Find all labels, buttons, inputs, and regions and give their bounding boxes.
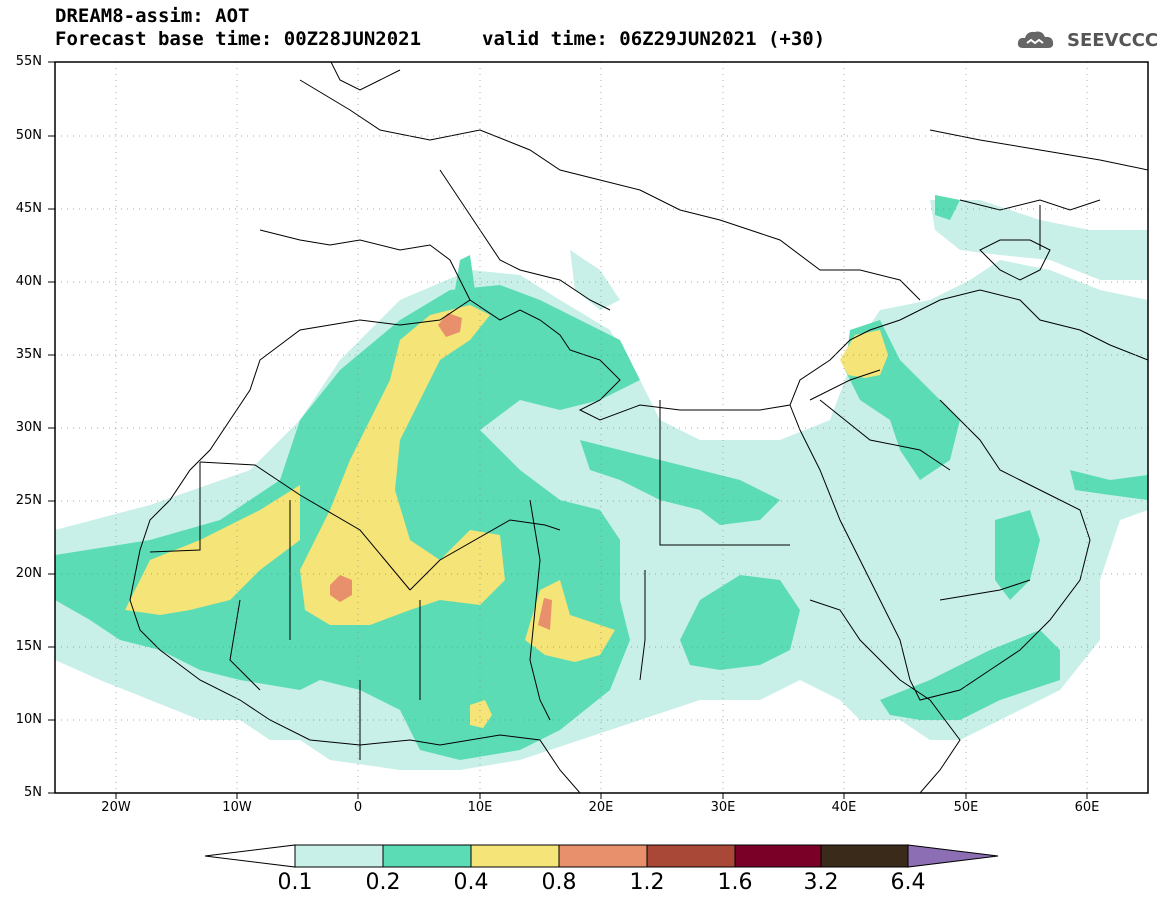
valid-time: valid time: 06Z29JUN2021 (+30) — [482, 28, 826, 50]
colorbar-label: 0.8 — [541, 870, 577, 895]
map-title: DREAM8-assim: AOT — [55, 5, 250, 27]
lon-label: 10E — [467, 800, 493, 815]
axis-ticks — [48, 61, 1088, 799]
logo-text: SEEVCCC — [1067, 30, 1159, 51]
lat-label: 30N — [15, 420, 42, 435]
colorbar-label: 0.1 — [277, 870, 313, 895]
aot-contour-0.8 — [330, 575, 352, 602]
lat-label: 50N — [15, 128, 42, 143]
seevccc-logo — [1017, 31, 1054, 48]
lon-label: 30E — [710, 800, 736, 815]
lat-label: 15N — [15, 639, 42, 654]
aot-contour-0.4 — [125, 485, 300, 615]
lon-label: 60E — [1074, 800, 1100, 815]
lon-label: 20W — [101, 800, 131, 815]
colorbar-bin-2 — [382, 844, 472, 868]
colorbar-label: 1.2 — [629, 870, 665, 895]
lat-label: 45N — [15, 201, 42, 216]
forecast-base-time: Forecast base time: 00Z28JUN2021 — [55, 28, 422, 50]
lon-label: 40E — [831, 800, 857, 815]
colorbar-bin-7 — [820, 844, 909, 868]
lat-label: 35N — [15, 347, 42, 362]
aot-field — [55, 62, 1148, 793]
country-borders — [129, 62, 1148, 793]
colorbar-label: 0.2 — [365, 870, 401, 895]
colorbar-bin-4 — [558, 844, 648, 868]
colorbar — [204, 844, 999, 868]
lat-label: 25N — [15, 493, 42, 508]
colorbar-under — [204, 844, 296, 868]
lon-label: 10W — [222, 800, 252, 815]
colorbar-label: 0.4 — [453, 870, 489, 895]
colorbar-bin-5 — [646, 844, 736, 868]
colorbar-label: 3.2 — [803, 870, 839, 895]
lat-label: 5N — [24, 785, 42, 800]
colorbar-bin-3 — [470, 844, 560, 868]
colorbar-bin-1 — [294, 844, 384, 868]
lon-label: 0 — [353, 800, 363, 815]
graticule — [55, 62, 1148, 793]
lat-label: 40N — [15, 274, 42, 289]
colorbar-label: 6.4 — [890, 870, 926, 895]
lon-label: 20E — [588, 800, 614, 815]
colorbar-over — [907, 844, 999, 868]
lat-label: 10N — [15, 712, 42, 727]
colorbar-bin-6 — [734, 844, 822, 868]
lat-label: 20N — [15, 566, 42, 581]
lon-label: 50E — [953, 800, 979, 815]
lat-label: 55N — [15, 54, 42, 69]
colorbar-label: 1.6 — [717, 870, 753, 895]
